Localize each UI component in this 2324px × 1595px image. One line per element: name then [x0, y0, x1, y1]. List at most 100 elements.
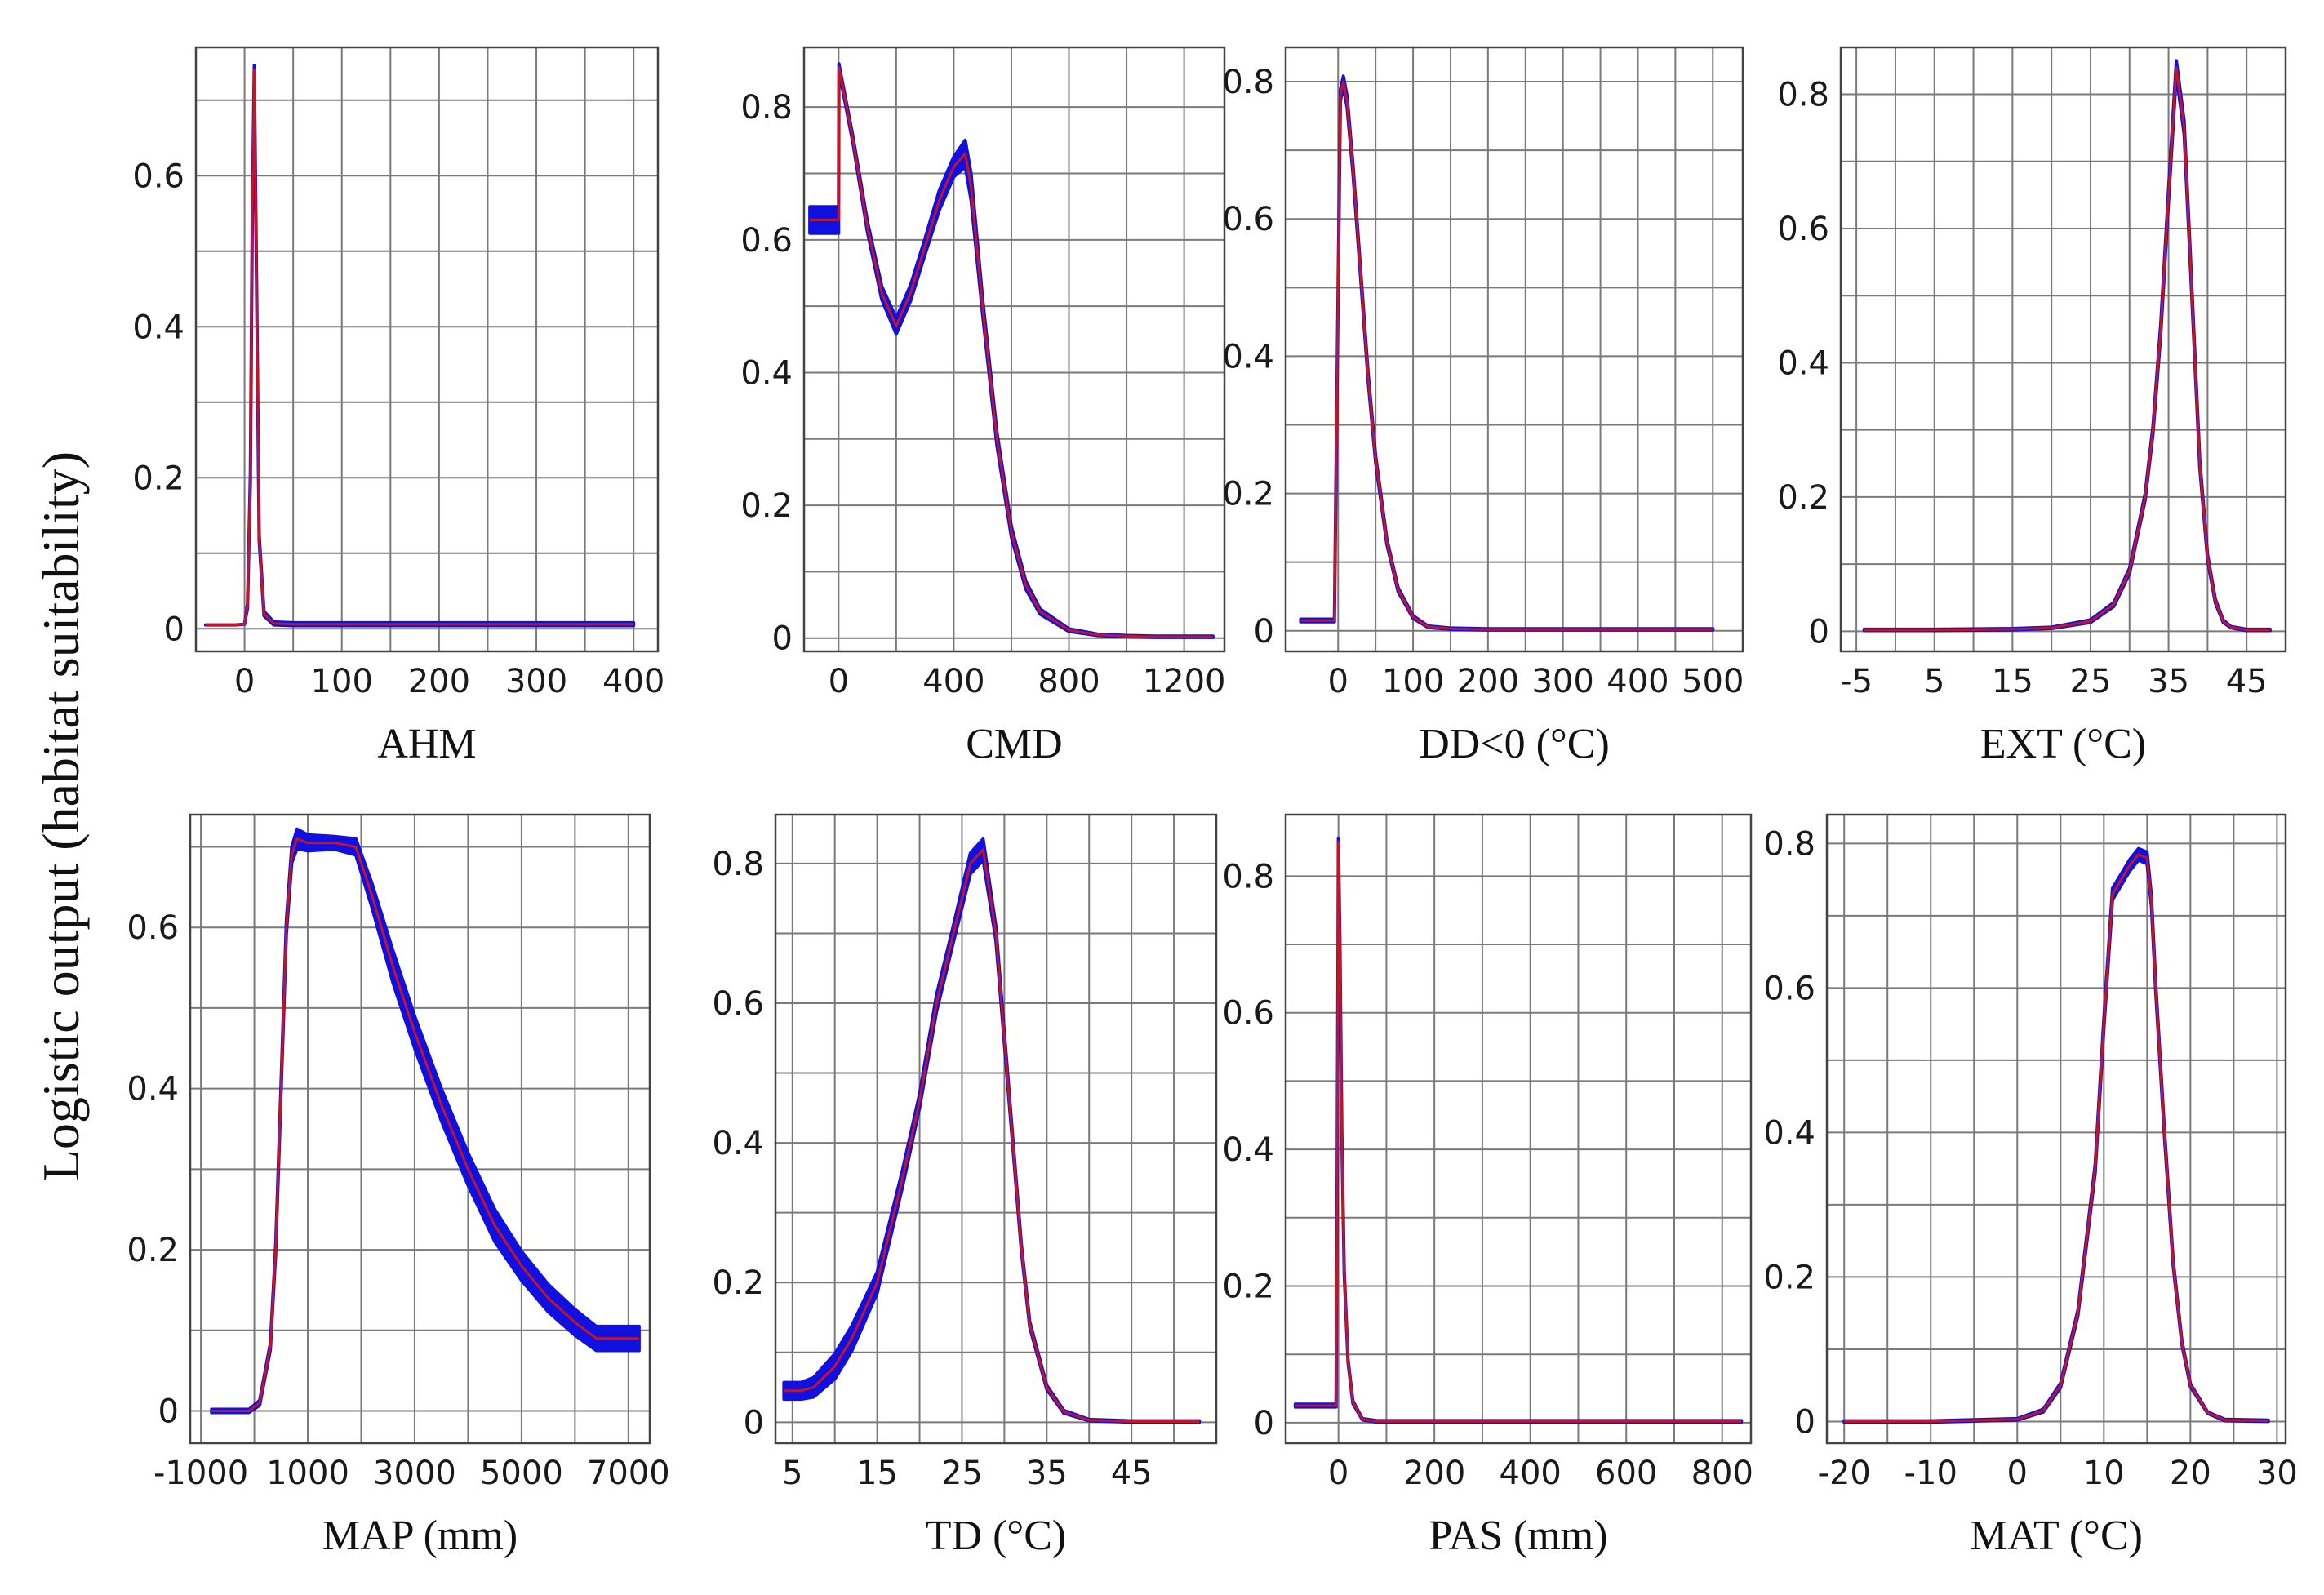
panel-grid: 00.20.40.60 100 200 300 400AHM00.20.40.60.80… — [127, 46, 2298, 1559]
plot-frame — [1825, 813, 2287, 1445]
x-tick-label: 10 — [2083, 1455, 2125, 1492]
chart-td-c: 0 0.2 0.4 0.6 0.8 5 15 25 35 45 TD (°C) — [712, 813, 1218, 1559]
y-tick-label: 0.8 — [1222, 64, 1274, 101]
figure-y-axis-label: Logistic output (habitat suitability) — [32, 451, 90, 1181]
y-tick-label: 0.6 — [1777, 211, 1829, 248]
y-tick-label: 0.4 — [1222, 338, 1274, 375]
x-tick-label: 25 — [941, 1455, 983, 1492]
chart-pas-mm: 0 0.2 0.4 0.6 0.8 0 200 400 600 800 PAS (mm) — [1222, 813, 1753, 1559]
x-axis-label: TD (°C) — [926, 1513, 1066, 1559]
x-tick-label: 400 — [922, 663, 984, 700]
plot-area — [196, 47, 658, 651]
mean-response-line — [810, 65, 1213, 638]
y-tick-label: 0.2 — [132, 460, 184, 497]
y-tick-label: 0.2 — [740, 487, 793, 525]
response-curve — [1842, 846, 2270, 1424]
x-tick-label: 200 — [1457, 663, 1519, 700]
plot-frame — [802, 46, 1226, 653]
plot-frame — [189, 813, 651, 1445]
gridlines — [1841, 47, 2286, 651]
x-tick-label: 5 — [1924, 663, 1944, 700]
y-tick-label: 0.4 — [1222, 1131, 1274, 1169]
y-tick-label: 0.6 — [740, 222, 793, 260]
mean-response-line — [1844, 853, 2268, 1423]
y-tick-label: 0.4 — [127, 1071, 179, 1109]
y-tick-label: 0.4 — [740, 354, 793, 392]
x-tick-label: 35 — [1026, 1455, 1068, 1492]
x-axis-label: CMD — [966, 721, 1062, 767]
y-tick-label: 0.6 — [127, 909, 179, 947]
y-tick-label: 0 — [1809, 613, 1829, 651]
plot-frame — [194, 46, 660, 653]
y-tick-label: 0.2 — [1222, 476, 1274, 513]
x-tick-label: 1000 — [266, 1455, 349, 1492]
y-tick-label: 0.6 — [1763, 970, 1815, 1007]
x-tick-label: 400 — [602, 663, 664, 700]
gridlines — [190, 815, 650, 1443]
chart-ahm: 0 0.2 0.4 0.6 0 100 200 300 400 AHM — [132, 46, 664, 767]
x-tick-label: 0 — [1328, 663, 1349, 700]
y-tick-label: 0.4 — [132, 309, 184, 346]
plot-frame — [1284, 813, 1753, 1445]
plot-frame — [1284, 46, 1744, 653]
y-tick-label: 0.2 — [127, 1232, 179, 1269]
y-tick-label: 0.6 — [132, 158, 184, 195]
x-axis-label: AHM — [377, 721, 476, 767]
x-tick-label: 400 — [1606, 663, 1669, 700]
y-tick-label: 0 — [772, 620, 793, 658]
y-tick-label: 0 — [1795, 1403, 1815, 1441]
x-tick-label: 15 — [1992, 663, 2033, 700]
x-axis-label: MAT (°C) — [1970, 1513, 2143, 1559]
plot-area — [1827, 815, 2286, 1443]
x-axis-label: DD<0 (°C) — [1419, 721, 1610, 767]
x-tick-label: 3000 — [373, 1455, 456, 1492]
gridlines — [1286, 815, 1751, 1443]
y-tick-label: 0.2 — [712, 1264, 764, 1302]
plot-frame — [774, 813, 1218, 1445]
y-tick-label: 0 — [744, 1404, 764, 1442]
x-tick-label: 800 — [1691, 1455, 1753, 1492]
plot-area — [190, 815, 650, 1443]
y-tick-label: 0.8 — [1222, 858, 1274, 895]
y-tick-label: 0.4 — [1763, 1114, 1815, 1152]
y-tick-label: 0.4 — [1777, 344, 1829, 382]
y-tick-label: 0.6 — [712, 985, 764, 1023]
mean-response-line — [1295, 841, 1742, 1423]
y-tick-label: 0.8 — [1763, 825, 1815, 863]
x-tick-label: 300 — [505, 663, 567, 700]
y-tick-label: 0.8 — [740, 89, 793, 127]
x-tick-label: 200 — [1403, 1455, 1465, 1492]
y-tick-label: 0.2 — [1777, 479, 1829, 517]
chart-mat-c: 0 0.2 0.4 0.6 0.8 -20 -10 0 10 20 30 MAT (°C) — [1763, 813, 2298, 1559]
x-tick-label: 20 — [2170, 1455, 2211, 1492]
chart-map-mm: 0 0.2 0.4 0.6 -1000 1000 3000 5000 7000 MAP (mm) — [127, 813, 670, 1559]
y-tick-label: 0.4 — [712, 1125, 764, 1162]
x-tick-label: 45 — [2226, 663, 2268, 700]
y-tick-label: 0.6 — [1222, 995, 1274, 1033]
response-curve — [210, 827, 641, 1415]
x-tick-label: 30 — [2256, 1455, 2298, 1492]
response-curve — [1862, 59, 2272, 633]
x-tick-label: -1000 — [153, 1455, 248, 1492]
gridlines — [196, 47, 658, 651]
x-tick-label: 300 — [1531, 663, 1593, 700]
mean-response-line — [205, 69, 634, 627]
x-tick-label: 25 — [2070, 663, 2112, 700]
mean-response-line — [1300, 80, 1713, 631]
plot-area — [1841, 47, 2286, 651]
x-tick-label: -5 — [1840, 663, 1873, 700]
mean-response-line — [1864, 66, 2270, 632]
plot-area — [1286, 47, 1743, 651]
x-axis-label: PAS (mm) — [1429, 1513, 1607, 1559]
y-tick-label: 0 — [164, 611, 184, 648]
y-tick-label: 0.8 — [712, 846, 764, 883]
y-tick-label: 0 — [158, 1393, 179, 1431]
y-tick-label: 0 — [1254, 1405, 1274, 1442]
y-tick-label: 0.2 — [1222, 1268, 1274, 1306]
response-curve — [808, 62, 1215, 639]
x-tick-label: 400 — [1500, 1455, 1562, 1492]
chart-cmd: 0 0.2 0.4 0.6 0.8 0 400 800 1200 CMD — [740, 46, 1226, 767]
mean-response-line — [211, 837, 639, 1412]
x-tick-label: 7000 — [587, 1455, 670, 1492]
